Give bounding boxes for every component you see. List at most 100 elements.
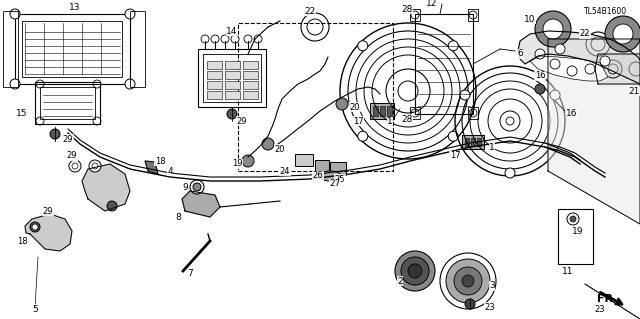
Bar <box>387 106 392 116</box>
Circle shape <box>201 35 209 43</box>
Circle shape <box>231 35 239 43</box>
Circle shape <box>408 264 422 278</box>
Text: 11: 11 <box>563 266 573 276</box>
Circle shape <box>227 109 237 119</box>
Circle shape <box>10 9 20 19</box>
Bar <box>207 61 222 69</box>
Bar <box>22 21 122 77</box>
Polygon shape <box>82 164 130 211</box>
Text: 18: 18 <box>17 236 28 246</box>
Circle shape <box>535 49 545 59</box>
Circle shape <box>550 59 560 69</box>
Text: 22: 22 <box>580 29 590 39</box>
Polygon shape <box>145 161 158 174</box>
Circle shape <box>555 44 565 54</box>
Text: 7: 7 <box>187 270 193 278</box>
Text: 5: 5 <box>32 305 38 314</box>
Circle shape <box>535 84 545 94</box>
Bar <box>373 106 378 116</box>
Text: 17: 17 <box>353 116 364 125</box>
Bar <box>465 138 469 146</box>
Bar <box>295 154 313 166</box>
Text: 21: 21 <box>628 86 640 95</box>
Text: 10: 10 <box>524 14 536 24</box>
Bar <box>225 81 240 89</box>
Circle shape <box>550 90 560 100</box>
Circle shape <box>336 98 348 110</box>
Text: 23: 23 <box>595 305 605 314</box>
Circle shape <box>30 222 40 232</box>
Bar <box>380 106 385 116</box>
Circle shape <box>190 180 204 194</box>
Bar <box>225 91 240 99</box>
Text: 28: 28 <box>401 115 413 123</box>
Text: 16: 16 <box>534 71 545 80</box>
Text: 1: 1 <box>489 143 495 152</box>
Text: 15: 15 <box>16 109 28 118</box>
Circle shape <box>254 35 262 43</box>
Polygon shape <box>530 56 608 81</box>
Text: 9: 9 <box>182 182 188 191</box>
Bar <box>203 54 261 102</box>
Circle shape <box>446 259 490 303</box>
Circle shape <box>125 9 135 19</box>
Circle shape <box>32 224 38 230</box>
Bar <box>40 87 95 119</box>
Bar <box>35 82 100 124</box>
Text: 20: 20 <box>349 102 360 112</box>
Polygon shape <box>518 31 640 89</box>
Circle shape <box>570 216 576 222</box>
Circle shape <box>395 251 435 291</box>
Circle shape <box>244 35 252 43</box>
Circle shape <box>221 35 229 43</box>
Bar <box>370 103 394 119</box>
Polygon shape <box>548 39 640 224</box>
Circle shape <box>613 24 633 44</box>
Bar <box>243 61 258 69</box>
Text: 26: 26 <box>313 172 323 181</box>
Circle shape <box>193 183 201 191</box>
Bar <box>558 209 593 264</box>
Text: 12: 12 <box>426 0 438 9</box>
Circle shape <box>448 41 458 51</box>
Text: 16: 16 <box>566 109 578 118</box>
Circle shape <box>600 56 610 66</box>
Bar <box>462 135 484 149</box>
Polygon shape <box>595 54 640 84</box>
Text: 29: 29 <box>67 152 77 160</box>
Circle shape <box>460 90 470 100</box>
Bar <box>315 160 329 171</box>
Bar <box>198 49 266 107</box>
Bar <box>471 138 475 146</box>
Bar <box>3 11 18 87</box>
Circle shape <box>50 129 60 139</box>
Bar <box>207 81 222 89</box>
Circle shape <box>69 160 81 172</box>
Bar <box>225 71 240 79</box>
Text: 23: 23 <box>484 302 495 311</box>
Circle shape <box>358 131 368 141</box>
Bar <box>243 71 258 79</box>
Text: 28: 28 <box>401 4 413 13</box>
Circle shape <box>605 16 640 52</box>
Bar <box>243 81 258 89</box>
Circle shape <box>10 79 20 89</box>
Circle shape <box>462 275 474 287</box>
Text: 19: 19 <box>572 226 584 235</box>
Circle shape <box>567 213 579 225</box>
Circle shape <box>567 66 577 76</box>
Bar <box>225 61 240 69</box>
Text: 2: 2 <box>397 277 403 286</box>
Circle shape <box>401 257 429 285</box>
Text: TL54B1600: TL54B1600 <box>584 6 627 16</box>
Circle shape <box>242 155 254 167</box>
Circle shape <box>535 11 571 47</box>
Bar <box>415 14 473 114</box>
Bar <box>468 9 478 21</box>
Text: 27: 27 <box>330 180 340 189</box>
Bar <box>243 91 258 99</box>
Text: 29: 29 <box>43 206 53 216</box>
Circle shape <box>505 168 515 178</box>
Ellipse shape <box>319 171 341 181</box>
Circle shape <box>262 138 274 150</box>
